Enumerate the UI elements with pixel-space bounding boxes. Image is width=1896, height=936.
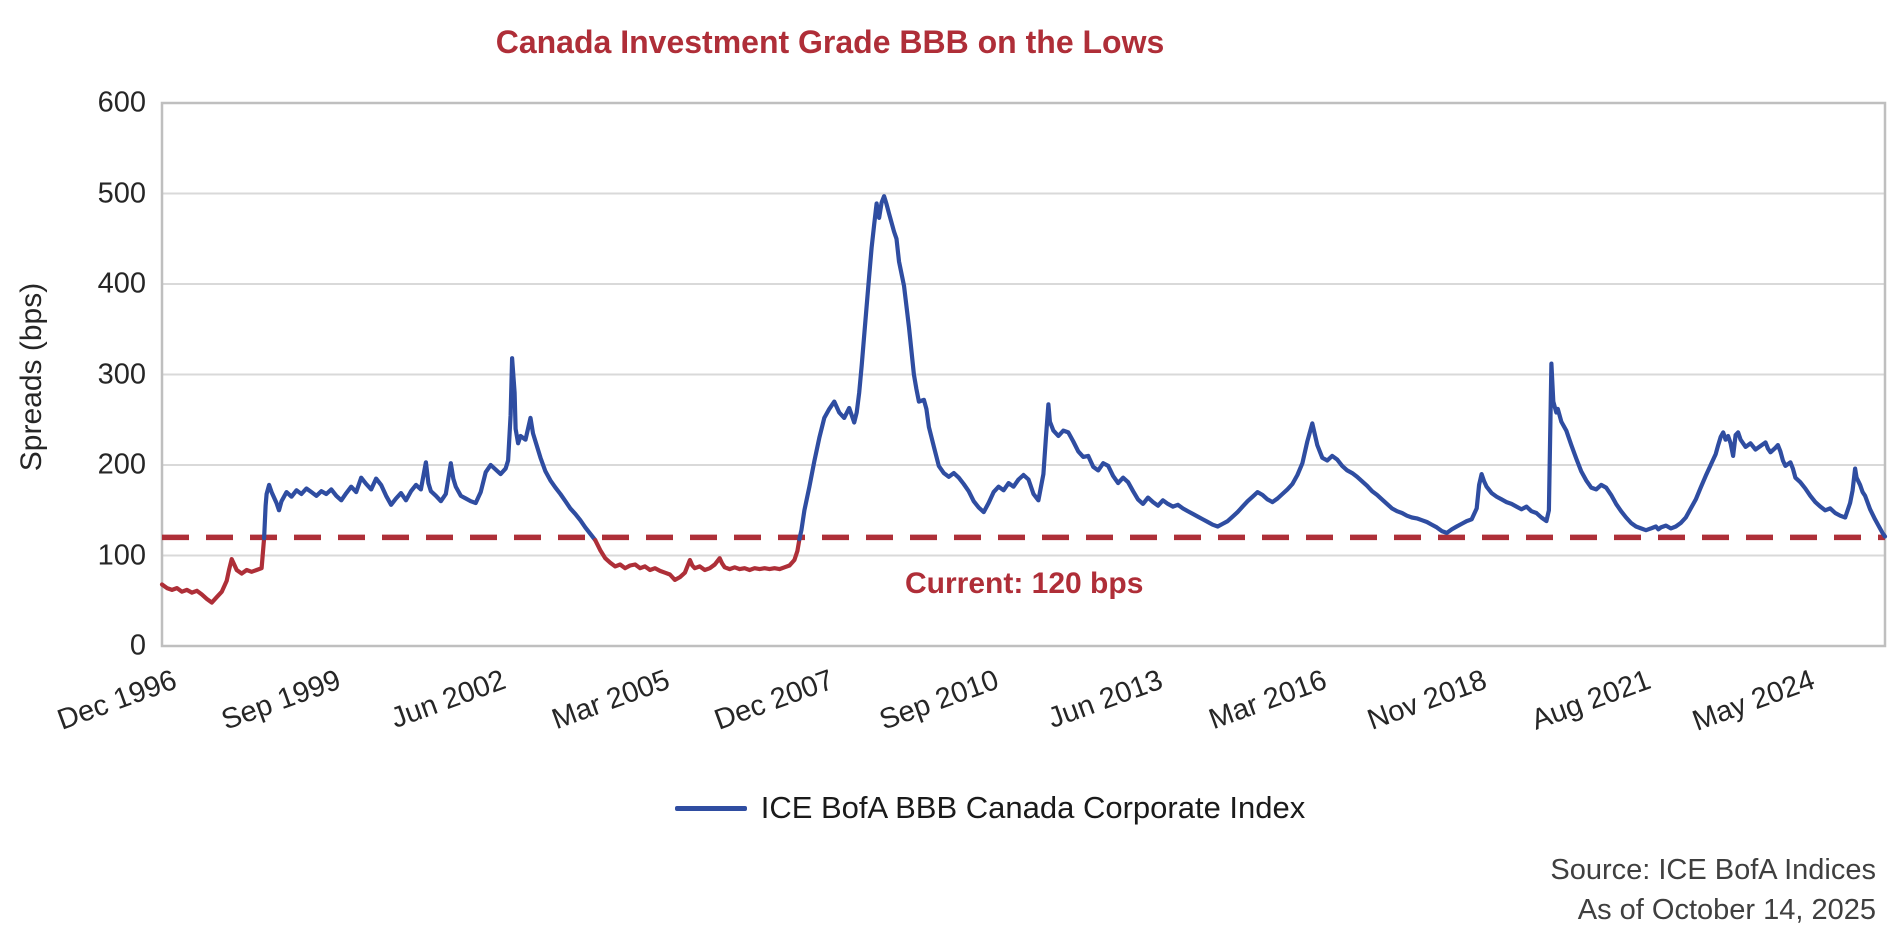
- chart-title: Canada Investment Grade BBB on the Lows: [495, 24, 1165, 60]
- series-line-segment-2: [593, 537, 802, 582]
- source-line: Source: ICE BofA Indices: [1550, 854, 1876, 886]
- y-tick-label-200: 200: [97, 448, 146, 481]
- y-tick-label-100: 100: [97, 539, 146, 571]
- y-tick-label-500: 500: [97, 177, 146, 209]
- plot-frame: [160, 101, 1887, 648]
- y-tick-label-0: 0: [129, 629, 146, 662]
- series-line-segment-0: [159, 536, 267, 605]
- y-tick-label-300: 300: [97, 358, 146, 390]
- source-block: Source: ICE BofA Indices As of October 1…: [1550, 850, 1876, 930]
- series-line-segment-3: [797, 194, 1888, 542]
- y-tick-label-400: 400: [97, 267, 146, 300]
- y-tick-label-600: 600: [97, 86, 146, 119]
- series-line-segment-1: [262, 356, 598, 543]
- legend: ICE BofA BBB Canada Corporate Index: [0, 790, 1896, 826]
- current-value-annotation: Current: 120 bps: [905, 567, 1144, 600]
- legend-series-label: ICE BofA BBB Canada Corporate Index: [760, 790, 1306, 825]
- legend-line-swatch: [674, 805, 747, 811]
- asof-line: As of October 14, 2025: [1577, 894, 1876, 927]
